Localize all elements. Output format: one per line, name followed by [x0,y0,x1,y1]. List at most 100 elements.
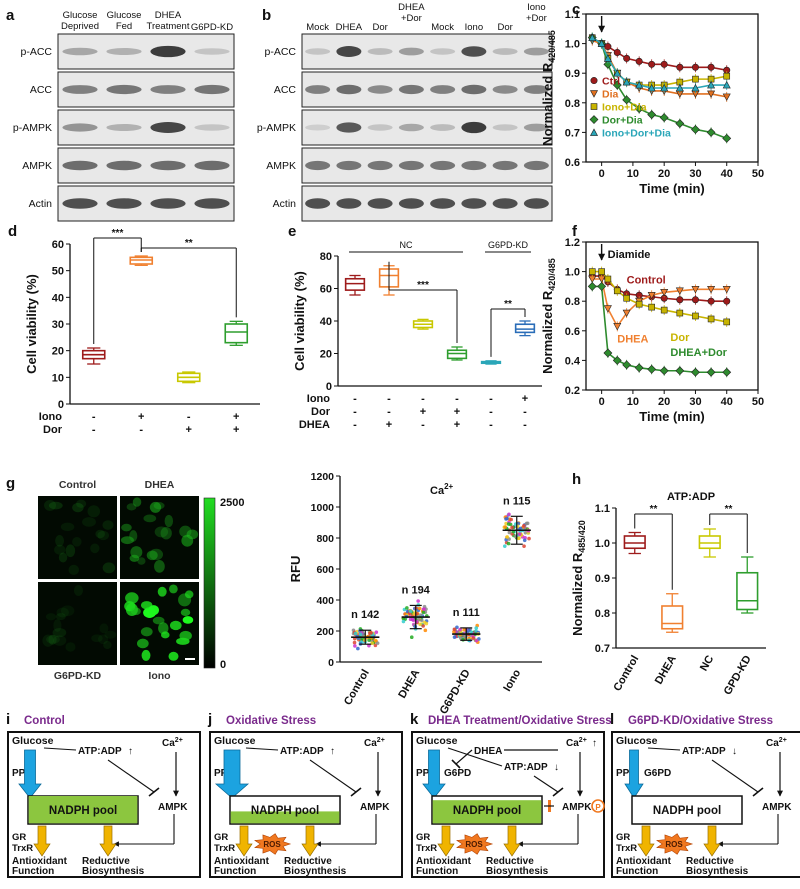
ca-label-main: Ca [162,738,175,749]
legend-label: Dor+Dia [602,115,643,127]
cell [140,627,153,637]
scatter-point [416,599,420,603]
legend-label: Iono+Dor+Dia [602,128,671,140]
blot-band [305,198,331,209]
condition-label: Iono [307,393,330,405]
y-tick-label: 20 [320,349,332,361]
blot-band [461,198,487,209]
x-tick-label: 50 [752,168,764,180]
blot-band [492,160,518,171]
data-point [588,33,597,41]
blot-band [398,84,424,95]
scatter-point [452,627,457,632]
y-tick-label: 0.8 [565,98,580,110]
blot-band [398,198,424,209]
scatter-point [418,622,422,627]
cell [82,517,96,527]
ppp-atp-link [447,747,503,767]
data-point [723,318,731,326]
condition-sign: - [523,406,527,418]
panel-letter-f: f [572,223,578,240]
scatter-point [522,523,526,528]
blot-band [62,160,98,171]
condition-label: Iono [39,411,62,423]
box [446,349,468,360]
trxr-label: TrxR [12,843,33,854]
schematic-letter: l [610,711,614,728]
condition-sign: - [523,419,527,431]
y-axis-label-sub: 485/420 [577,520,587,553]
y-axis-label: RFU [288,556,303,583]
scatter-point [422,607,426,611]
cell [158,622,169,635]
schematic-title: G6PD-KD/Oxidative Stress [628,715,773,727]
column-label: Glucose Fed [107,10,142,32]
data-point [707,297,715,305]
trxr-label: TrxR [214,843,235,854]
data-point [675,287,684,295]
data-point [722,367,732,377]
blot-band [523,160,549,171]
panel-h: h 0.7 0.8 0.9 1.0 1.1 Normalized R485/420 ATP:A… [570,471,766,697]
chart-title: ATP:ADP [667,491,715,503]
cell [130,607,141,616]
antioxidant-label-2: Function [616,866,658,877]
sig-label: ** [185,238,193,249]
colorbar-min-label: 0 [220,659,226,671]
column-label-line: Iono [527,2,546,13]
series-label: DHEA+Dor [670,347,727,359]
x-tick-label: 50 [752,396,764,408]
cell [48,634,57,645]
atp-adp-label: ATP:ADP [78,746,122,757]
x-tick-label: 10 [627,168,639,180]
condition-sign: + [186,424,192,436]
scatter-point [353,631,358,636]
y-tick-label: 1.0 [565,267,580,279]
blot-band [305,124,331,131]
category-label: Control [611,654,641,694]
cell [169,620,182,631]
ros-burst [456,833,494,855]
series-label: Control [627,274,666,286]
blot-band [523,85,549,94]
cell [87,505,101,518]
data-point [722,93,731,102]
y-axis-label-main: Cell viability (%) [24,274,39,374]
panel-letter-b: b [262,7,271,24]
data-point [613,287,621,295]
column-label: G6PD-KD [191,22,233,33]
legend-label: Ctrl [602,76,620,88]
scatter-point [411,618,416,622]
row-label-actin: Actin [273,198,297,210]
ca-label-main: Ca [766,738,779,749]
series-line-iono-dor-dia [591,37,727,89]
column-label: Dor [372,22,387,33]
series-line-dhea-dor [592,285,727,374]
y-axis-label: Normalized R420/485 [540,258,557,374]
cell [42,634,54,647]
blot-band [461,46,487,57]
fluorescence-image [38,496,117,579]
cell [76,499,87,508]
atp-ampk-link [711,759,759,793]
y-tick-label: 1.2 [565,237,580,249]
row-label-p-ampk: p-AMPK [257,122,296,134]
condition-sign: - [353,406,357,418]
n-label: n 194 [402,584,431,596]
nadph-pool-fill [230,811,340,824]
data-point [634,363,644,373]
x-axis-label: Time (min) [639,181,705,196]
x-tick-label: 10 [627,396,639,408]
data-point [587,281,597,291]
scatter-point [375,641,380,645]
box [623,535,646,550]
data-point [675,119,685,128]
ca-label: Ca2+ [566,737,587,749]
condition-sign: - [187,411,191,423]
reductive-label-2: Biosynthesis [486,866,549,877]
blot-band [106,47,142,56]
scatter-point [517,536,521,540]
data-point [622,360,632,370]
blot-band [492,48,518,55]
